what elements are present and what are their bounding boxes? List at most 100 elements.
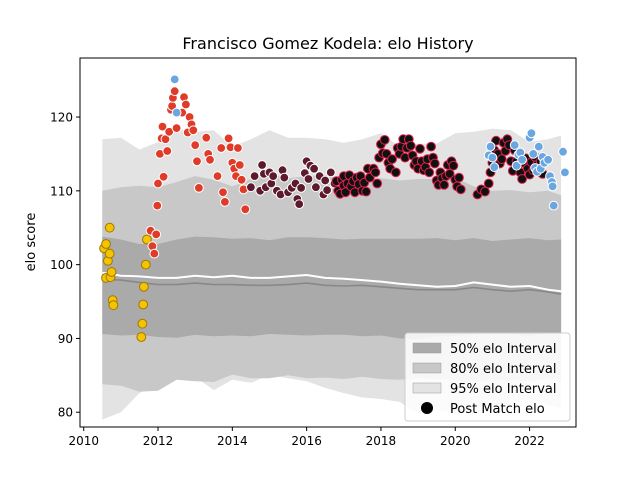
post-match-point	[372, 178, 383, 189]
plot-frame	[79, 57, 577, 428]
post-match-point	[294, 199, 305, 210]
post-match-point	[424, 167, 435, 178]
band-50-interval	[102, 236, 562, 340]
post-match-point	[548, 200, 559, 211]
post-match-point	[149, 248, 160, 259]
post-match-point	[171, 123, 182, 134]
post-match-point	[240, 204, 251, 215]
x-tick-label: 2012	[143, 434, 174, 448]
post-match-point	[483, 178, 494, 189]
post-match-point	[489, 162, 500, 173]
post-match-point	[212, 171, 223, 182]
post-match-point	[387, 154, 398, 165]
legend-swatch	[412, 382, 442, 394]
post-match-point	[480, 186, 490, 197]
post-match-point	[142, 234, 152, 245]
post-match-point	[303, 174, 314, 184]
post-match-point	[268, 171, 279, 182]
post-match-point	[517, 154, 527, 165]
post-match-point	[429, 158, 440, 169]
post-match-point	[526, 128, 537, 139]
legend-box	[404, 332, 571, 422]
post-match-point	[322, 185, 333, 196]
y-tick-label: 100	[50, 258, 73, 272]
post-match-point	[220, 197, 230, 207]
post-match-point	[234, 160, 245, 170]
post-match-point	[236, 174, 247, 185]
post-match-point	[415, 143, 425, 154]
x-tick-label: 2016	[291, 434, 322, 448]
y-axis-label: elo score	[24, 213, 39, 272]
post-match-point	[181, 99, 191, 110]
post-match-point	[106, 267, 117, 277]
trend-line	[102, 271, 562, 293]
post-match-point	[171, 107, 182, 118]
post-match-point	[257, 160, 268, 170]
post-match-point	[104, 222, 115, 233]
legend-label: 95% elo Interval	[450, 382, 557, 397]
post-match-point	[533, 141, 544, 152]
post-match-point	[140, 259, 151, 270]
post-match-point	[279, 172, 290, 183]
post-match-point	[517, 174, 527, 184]
post-match-point	[444, 169, 455, 179]
legend-swatch	[412, 362, 442, 374]
post-match-point	[547, 181, 558, 192]
post-match-point	[137, 318, 148, 329]
post-match-point	[320, 175, 331, 186]
post-match-point	[108, 300, 119, 311]
post-match-point	[104, 248, 115, 259]
post-match-point	[311, 182, 321, 193]
y-tick-label: 90	[58, 332, 73, 346]
post-match-point	[309, 163, 320, 174]
post-match-point	[370, 167, 381, 178]
median-line	[102, 278, 562, 295]
post-match-point	[169, 74, 180, 85]
legend-label: Post Match elo	[450, 402, 545, 417]
post-match-point	[138, 299, 149, 310]
y-tick-label: 80	[58, 406, 73, 420]
post-match-point	[162, 146, 173, 156]
legend-label: 50% elo Interval	[450, 342, 557, 357]
post-match-point	[405, 140, 416, 151]
x-tick-label: 2022	[514, 434, 545, 448]
trend-lines	[102, 271, 562, 295]
post-match-point	[543, 154, 553, 165]
post-match-point	[325, 167, 336, 178]
post-match-point	[152, 200, 163, 211]
post-match-point	[192, 156, 202, 167]
post-match-point	[153, 178, 163, 189]
post-match-point	[509, 140, 520, 151]
post-match-point	[190, 140, 201, 151]
post-match-point	[194, 183, 204, 193]
x-axis: 2010 2012 2014 2016 2018 2020 2022	[68, 427, 545, 448]
legend-label: 80% elo Interval	[450, 362, 557, 377]
post-match-point	[201, 132, 212, 143]
post-match-point	[188, 125, 199, 136]
y-tick-label: 110	[50, 184, 73, 198]
chart-title: Francisco Gomez Kodela: elo History	[182, 34, 473, 53]
post-match-point	[390, 167, 401, 178]
post-match-point	[454, 172, 464, 183]
x-tick-label: 2018	[366, 434, 397, 448]
x-tick-label: 2010	[68, 434, 99, 448]
post-match-point	[296, 183, 307, 193]
x-tick-label: 2014	[217, 434, 248, 448]
post-match-point	[151, 229, 162, 240]
post-match-point	[455, 184, 466, 195]
post-match-point	[487, 152, 498, 163]
post-match-point	[157, 121, 168, 132]
post-match-point	[246, 182, 256, 193]
post-match-point	[233, 143, 243, 153]
post-match-point	[101, 239, 111, 249]
post-match-point	[223, 133, 234, 144]
legend: 50% elo Interval 80% elo Interval 95% elo …	[404, 332, 571, 422]
post-match-point	[560, 167, 570, 178]
post-match-point	[439, 180, 450, 190]
post-match-point	[136, 332, 147, 342]
legend-swatch	[412, 342, 442, 354]
post-match-point	[426, 141, 437, 152]
post-match-point	[379, 135, 390, 145]
post-match-point	[448, 160, 459, 171]
